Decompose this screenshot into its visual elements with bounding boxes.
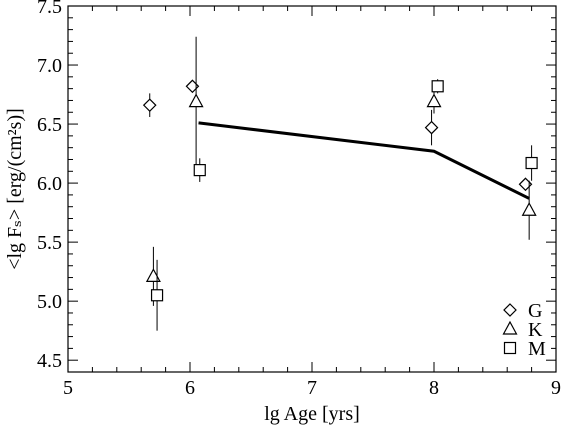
y-axis-label: <lg Fₛ> [erg/(cm²s)] [4,108,26,270]
x-tick-label: 6 [185,377,195,399]
data-point [424,120,439,135]
y-tick-label: 6.5 [37,114,62,136]
data-point [145,268,161,282]
trend-line [198,121,530,200]
y-tick-label: 6.0 [37,173,62,195]
legend-label-g: G [528,300,542,322]
ticks-layer [67,5,557,372]
legend-label-k: K [528,319,543,341]
y-tick-label: 5.0 [37,291,62,313]
data-point [431,80,444,93]
legend-marker-g [503,303,517,317]
y-tick-label: 7.0 [37,55,62,77]
x-axis-label: lg Age [yrs] [264,403,360,425]
data-point [150,289,164,302]
x-tick-label: 5 [63,377,73,399]
data-point [518,177,533,192]
data-point [185,79,200,94]
legend-label-m: M [528,338,546,360]
legend-marker-m [503,341,517,355]
plot-frame [67,5,557,373]
x-tick-label: 9 [551,377,561,399]
x-tick-labels: 5 6 7 8 9 [63,377,561,399]
x-tick-label: 7 [307,377,317,399]
x-tick-label: 8 [429,377,439,399]
data-point [426,93,442,108]
y-tick-label: 5.5 [37,232,62,254]
data-point [193,164,206,177]
legend-marker-k [502,320,518,335]
y-tick-label: 7.5 [37,0,62,18]
y-tick-label: 4.5 [37,350,62,372]
points-layer [142,36,538,331]
data-point [188,93,204,108]
data-point [142,98,157,113]
data-point [525,156,538,170]
series-m [150,79,538,331]
line-layer [198,121,530,200]
legend: GKM [502,300,546,360]
y-tick-labels: 4.5 5.0 5.5 6.0 6.5 7.0 7.5 [37,0,62,372]
data-point [521,201,537,216]
